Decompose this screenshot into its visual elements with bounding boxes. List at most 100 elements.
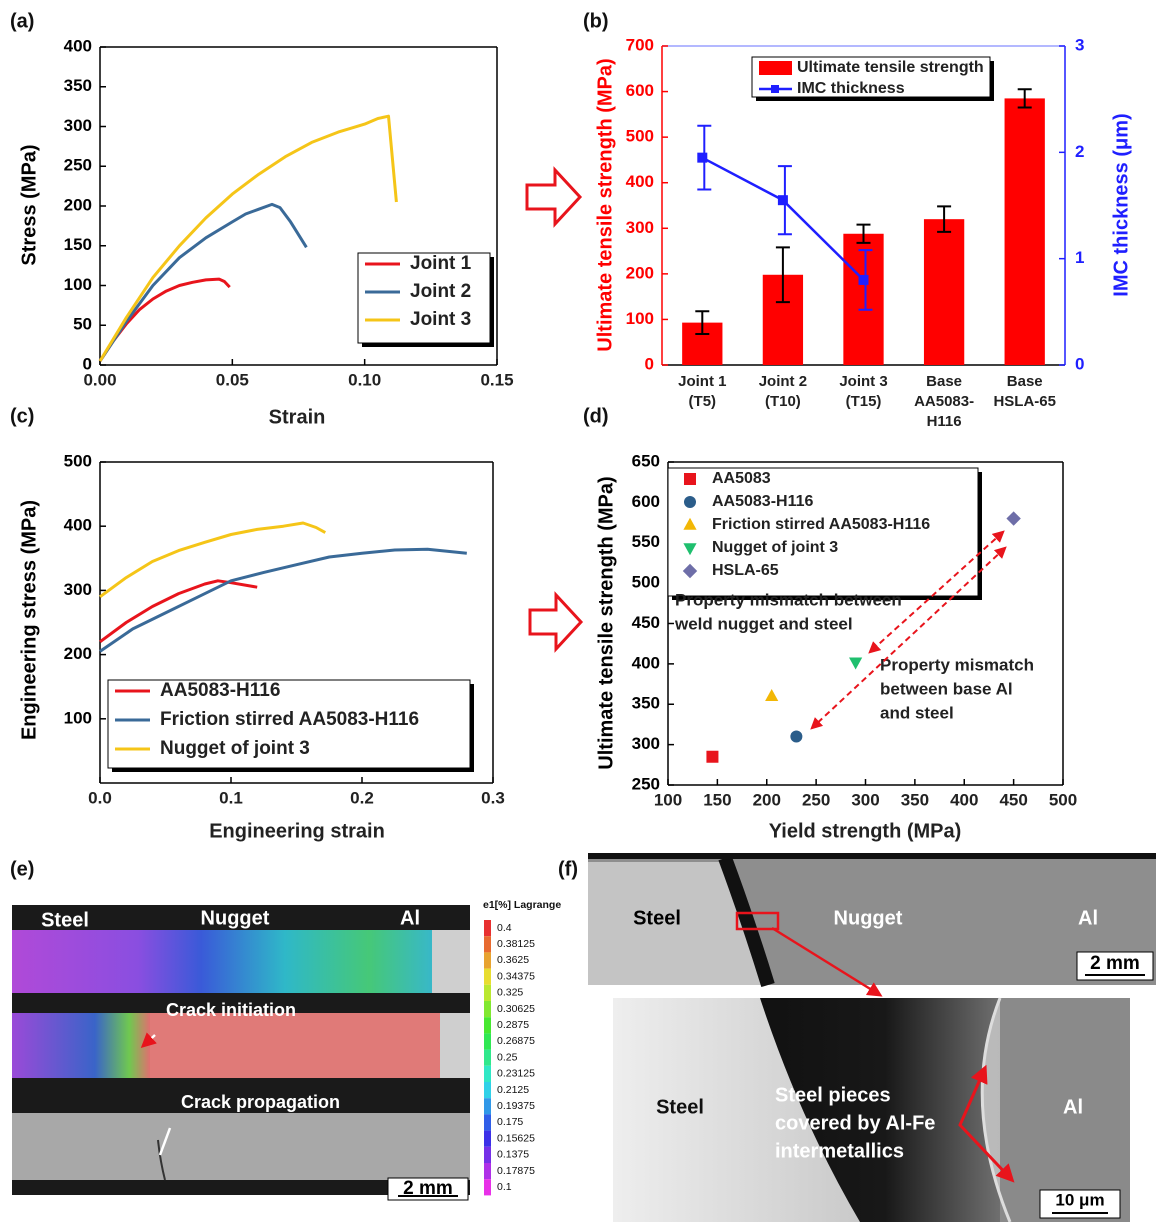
annotation: Property mismatch: [880, 655, 1034, 674]
point: [765, 688, 779, 701]
y-axis-title: Ultimate tensile strength (MPa): [595, 476, 617, 769]
y-tick-label: 600: [632, 492, 660, 511]
colorbar-swatch: [484, 1114, 491, 1131]
flow-arrow: [525, 166, 583, 228]
y-tick-label: 350: [632, 694, 660, 713]
x-tick-label: 0.1: [219, 788, 243, 807]
y-tick-label: 400: [64, 36, 92, 55]
line: [98, 277, 231, 362]
x-tick-label: 100: [654, 790, 682, 809]
error-bar: [937, 205, 952, 233]
x-tick-label: 500: [1049, 790, 1077, 809]
x-tick-label: 200: [753, 790, 781, 809]
bar: [1004, 98, 1045, 366]
line: [98, 202, 308, 362]
y2-tick-label: 0: [1075, 354, 1084, 373]
legend-label: Joint 1: [410, 253, 472, 274]
colorbar-label: 0.325: [497, 987, 523, 999]
x-tick-label: (T5): [689, 393, 717, 410]
legend-swatch: [684, 496, 696, 508]
x-tick-label: HSLA-65: [993, 393, 1056, 410]
panel-label: (f): [558, 858, 578, 880]
image-label: Nugget: [201, 907, 270, 929]
y-tick-label: 550: [632, 532, 660, 551]
colorbar-swatch: [484, 1146, 491, 1163]
colorbar-label: 0.3625: [497, 954, 529, 966]
y-tick-label: 150: [64, 235, 92, 254]
annotation: between base Al: [880, 679, 1013, 698]
image-label: Al: [400, 907, 420, 929]
x-tick-label: 0.3: [481, 788, 505, 807]
error-bar: [856, 223, 871, 244]
colorbar-swatch: [484, 1065, 491, 1082]
annotation: and steel: [880, 703, 954, 722]
annotation: Property mismatch between: [675, 590, 902, 609]
legend-label: Joint 3: [410, 309, 471, 330]
colorbar: 0.4 0.38125 0.3625 0.34375 0.325 0.30625 0.287…: [484, 920, 535, 1196]
colorbar-label: 0.38125: [497, 938, 535, 950]
y-tick-label: 100: [64, 708, 92, 727]
image-label: Steel: [633, 907, 681, 929]
y-tick-label: 450: [632, 613, 660, 632]
colorbar-swatch: [484, 1001, 491, 1018]
panel-label: (b): [583, 10, 609, 32]
image-label: Crack propagation: [181, 1092, 340, 1112]
colorbar-swatch: [484, 1017, 491, 1034]
panel-label: (d): [583, 405, 609, 427]
colorbar-label: 0.1: [497, 1181, 512, 1193]
y-tick-label: 400: [626, 172, 654, 191]
legend-swatch: [683, 517, 697, 530]
x-tick-label: (T15): [846, 393, 882, 410]
y-tick-label: 50: [73, 315, 92, 334]
legend-label: Joint 2: [410, 281, 471, 302]
panel-label: (a): [10, 10, 34, 32]
colorbar-swatch: [484, 920, 491, 937]
legend-label: Friction stirred AA5083-H116: [160, 709, 419, 730]
sem-image: Steel Nugget Al 2 mm Steel Al Steel piec…: [588, 853, 1156, 1222]
legend-swatch: [682, 563, 698, 579]
y2-axis-title: IMC thickness (μm): [1110, 113, 1132, 296]
y-tick-label: 300: [64, 580, 92, 599]
y-tick-label: 250: [632, 774, 660, 793]
x-tick-label: AA5083-: [914, 393, 974, 410]
y-axis-title: Stress (MPa): [18, 144, 40, 265]
line: [99, 579, 258, 644]
line: [98, 114, 398, 362]
line: [99, 521, 327, 599]
legend-label: Nugget of joint 3: [712, 539, 838, 556]
x-tick-label: Base: [1007, 373, 1043, 390]
colorbar-label: 0.17875: [497, 1165, 535, 1177]
y-tick-label: 100: [64, 275, 92, 294]
colorbar-label: 0.2125: [497, 1084, 529, 1096]
colorbar-swatch: [484, 1033, 491, 1050]
legend-label: AA5083: [712, 470, 771, 487]
point: [706, 750, 719, 763]
scale-bar: 2 mm: [403, 1178, 453, 1199]
y-tick-label: 650: [632, 451, 660, 470]
annotation-arrow: [810, 546, 1007, 730]
x-tick-label: 0.2: [350, 788, 374, 807]
flow-arrow: [528, 591, 584, 653]
y-tick-label: 300: [632, 734, 660, 753]
x-tick-label: 150: [703, 790, 731, 809]
error-bar: [695, 310, 710, 336]
legend-box: [357, 252, 491, 344]
x-tick-label: 0.05: [216, 370, 249, 389]
image-label: Al: [1078, 907, 1098, 929]
x-tick-label: 300: [851, 790, 879, 809]
x-tick-label: Joint 1: [678, 373, 726, 390]
y-tick-label: 100: [626, 309, 654, 328]
bar: [923, 219, 965, 365]
colorbar-label: 0.25: [497, 1051, 518, 1063]
x-tick-label: 0.15: [480, 370, 513, 389]
y-axis-title: Ultimate tensile strength (MPa): [594, 58, 616, 351]
y-tick-label: 200: [64, 644, 92, 663]
image-note: Steel pieces: [775, 1084, 891, 1106]
y2-tick-label: 3: [1075, 35, 1084, 54]
colorbar-swatch: [484, 1082, 491, 1099]
y-tick-label: 500: [632, 573, 660, 592]
colorbar-label: 0.26875: [497, 1035, 535, 1047]
point: [697, 152, 708, 163]
point: [858, 274, 869, 285]
